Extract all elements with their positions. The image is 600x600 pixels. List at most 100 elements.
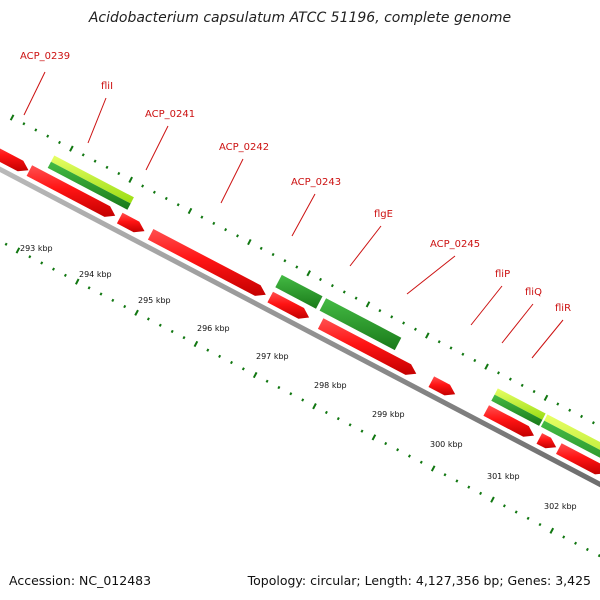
outer-tick xyxy=(543,394,549,401)
outer-tick xyxy=(105,165,109,169)
outer-tick xyxy=(236,234,239,238)
gene-label[interactable]: fliP xyxy=(495,269,510,280)
inner-tick xyxy=(15,247,21,254)
inner-tick xyxy=(549,527,555,534)
outer-tick xyxy=(568,408,572,412)
inner-tick xyxy=(419,460,423,464)
gene-callout-line xyxy=(406,255,456,295)
gene-label[interactable]: ACP_0245 xyxy=(430,239,480,250)
gene-forward-2[interactable] xyxy=(275,274,323,309)
gene-callout-line xyxy=(291,193,316,237)
inner-tick xyxy=(562,535,566,539)
inner-tick xyxy=(4,242,8,246)
outer-tick xyxy=(128,176,133,183)
gene-reverse-10[interactable] xyxy=(556,443,600,475)
inner-tick xyxy=(336,417,340,421)
inner-tick xyxy=(585,547,589,552)
outer-tick xyxy=(520,383,524,387)
gene-reverse-2[interactable] xyxy=(26,165,116,217)
outer-tick xyxy=(295,265,299,269)
inner-tick xyxy=(170,329,174,334)
genome-summary-text: Topology: circular; Length: 4,127,356 bp… xyxy=(247,573,591,588)
inner-tick xyxy=(360,429,364,433)
inner-tick xyxy=(348,423,352,427)
outer-tick xyxy=(93,159,97,163)
gene-forward-4[interactable] xyxy=(491,394,543,426)
gene-reverse-3[interactable] xyxy=(116,212,145,233)
outer-tick xyxy=(283,259,287,263)
gene-forward-highlight-5[interactable] xyxy=(544,414,600,494)
scale-label: 293 kbp xyxy=(20,244,53,253)
outer-tick xyxy=(247,238,252,246)
scale-label: 301 kbp xyxy=(487,472,520,481)
gene-reverse-8[interactable] xyxy=(483,405,534,437)
inner-tick xyxy=(123,304,127,309)
outer-tick xyxy=(81,153,85,157)
scale-label: 300 kbp xyxy=(430,440,463,449)
genome-backbone xyxy=(0,166,600,488)
gene-label[interactable]: ACP_0242 xyxy=(219,142,269,153)
gene-forward-5[interactable] xyxy=(540,420,600,501)
inner-tick xyxy=(230,360,233,365)
outer-tick xyxy=(413,327,417,331)
scale-label: 298 kbp xyxy=(314,381,347,390)
inner-tick xyxy=(87,286,91,290)
inner-tick xyxy=(218,354,222,358)
inner-tick xyxy=(289,392,293,396)
scale-label: 297 kbp xyxy=(256,352,289,361)
gene-callout-line xyxy=(87,97,107,144)
outer-tick xyxy=(306,270,311,277)
gene-label[interactable]: ACP_0243 xyxy=(291,177,341,188)
gene-forward-highlight-1[interactable] xyxy=(51,155,134,204)
inner-tick xyxy=(312,403,317,410)
scale-label: 294 kbp xyxy=(79,270,112,279)
inner-tick xyxy=(241,367,245,371)
inner-tick xyxy=(252,371,258,379)
outer-tick xyxy=(212,221,216,226)
inner-tick xyxy=(63,273,67,277)
outer-tick xyxy=(532,389,536,394)
gene-reverse-7[interactable] xyxy=(428,376,456,396)
inner-tick xyxy=(371,434,377,441)
scale-label: 299 kbp xyxy=(372,410,405,419)
gene-label[interactable]: flgE xyxy=(374,209,393,220)
gene-reverse-5[interactable] xyxy=(267,291,310,319)
scale-label: 295 kbp xyxy=(138,296,171,305)
outer-tick xyxy=(330,284,334,288)
gene-reverse-4[interactable] xyxy=(147,229,266,296)
outer-tick xyxy=(365,301,371,308)
outer-tick xyxy=(508,377,512,381)
inner-tick xyxy=(99,292,103,296)
outer-tick xyxy=(449,346,453,350)
gene-reverse-1[interactable] xyxy=(0,142,29,172)
gene-forward-highlight-4[interactable] xyxy=(494,388,546,420)
gene-reverse-6[interactable] xyxy=(317,318,417,375)
gene-label[interactable]: fliI xyxy=(101,81,113,92)
inner-tick xyxy=(407,454,411,458)
inner-tick xyxy=(40,261,44,265)
gene-reverse-9[interactable] xyxy=(536,433,557,449)
inner-tick xyxy=(514,510,518,514)
gene-callout-line xyxy=(349,225,382,267)
accession-text: Accession: NC_012483 xyxy=(9,573,152,588)
gene-callout-line xyxy=(501,303,534,344)
gene-label[interactable]: fliQ xyxy=(525,287,542,298)
gene-forward-1[interactable] xyxy=(47,161,131,210)
gene-forward-3[interactable] xyxy=(319,298,402,351)
gene-label[interactable]: fliR xyxy=(555,303,571,314)
inner-tick xyxy=(479,491,483,496)
scale-label: 296 kbp xyxy=(197,324,230,333)
outer-tick xyxy=(58,140,61,145)
outer-tick xyxy=(556,402,560,406)
gene-label[interactable]: ACP_0239 xyxy=(20,51,70,62)
inner-tick xyxy=(574,541,578,545)
gene-callout-line xyxy=(23,71,46,116)
outer-tick xyxy=(319,277,322,282)
inner-tick xyxy=(146,317,150,321)
gene-label[interactable]: ACP_0241 xyxy=(145,109,195,120)
inner-tick xyxy=(134,309,139,316)
inner-tick xyxy=(75,278,80,285)
inner-tick xyxy=(301,398,305,402)
outer-tick xyxy=(22,122,26,126)
